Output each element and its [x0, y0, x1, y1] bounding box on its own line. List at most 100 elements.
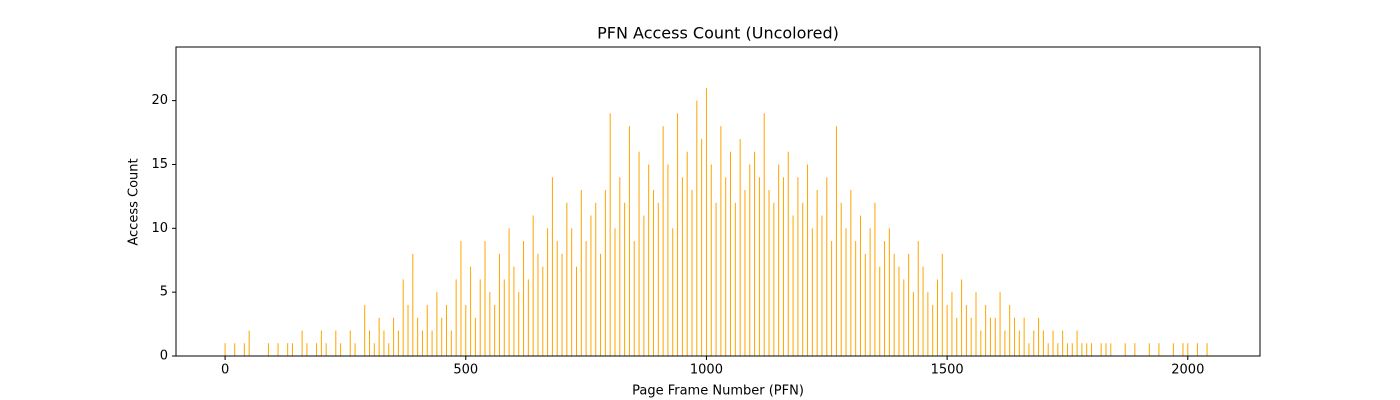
bar — [859, 215, 861, 356]
bar — [335, 330, 337, 356]
bar — [734, 202, 736, 356]
bar — [470, 266, 472, 356]
x-axis-label: Page Frame Number (PFN) — [632, 384, 804, 399]
bar — [248, 330, 250, 356]
bar — [898, 266, 900, 356]
bar — [816, 190, 818, 356]
bar — [980, 330, 982, 356]
bar — [657, 202, 659, 356]
bar — [821, 215, 823, 356]
bar — [1062, 330, 1064, 356]
bar — [845, 228, 847, 356]
bar — [364, 304, 366, 356]
bar — [1091, 343, 1093, 356]
bar — [965, 304, 967, 356]
bar — [802, 202, 804, 356]
bar — [705, 87, 707, 357]
bar — [961, 279, 963, 356]
bar — [479, 279, 481, 356]
bar — [1206, 343, 1208, 356]
y-tick-label: 5 — [160, 285, 168, 300]
bar — [768, 190, 770, 356]
bar — [542, 266, 544, 356]
bar — [994, 317, 996, 356]
x-tick-label: 2000 — [1171, 363, 1204, 378]
bar — [518, 292, 520, 356]
x-tick-label: 500 — [453, 363, 478, 378]
bar — [956, 317, 958, 356]
bar — [749, 164, 751, 356]
bar — [879, 266, 881, 356]
bar — [1052, 330, 1054, 356]
bar — [1187, 343, 1189, 356]
bar — [532, 215, 534, 356]
bar — [1033, 330, 1035, 356]
bar — [1100, 343, 1102, 356]
bar — [1066, 343, 1068, 356]
bar — [595, 202, 597, 356]
bar — [652, 190, 654, 356]
bar — [234, 343, 236, 356]
bar — [903, 279, 905, 356]
bar — [508, 228, 510, 356]
bar — [407, 304, 409, 356]
bar — [681, 177, 683, 356]
bar — [874, 202, 876, 356]
bar — [412, 253, 414, 356]
y-tick-label: 20 — [151, 93, 168, 108]
bar — [1134, 343, 1136, 356]
bar — [243, 343, 245, 356]
bar — [277, 343, 279, 356]
bar — [513, 266, 515, 356]
y-tick-label: 10 — [151, 221, 168, 236]
bar — [1158, 343, 1160, 356]
bar — [484, 241, 486, 356]
bar — [547, 228, 549, 356]
bar — [850, 190, 852, 356]
bar — [619, 177, 621, 356]
bar — [604, 190, 606, 356]
bar — [1086, 343, 1088, 356]
bar — [633, 241, 635, 356]
bar — [609, 113, 611, 356]
bar — [778, 164, 780, 356]
bar — [421, 330, 423, 356]
bar — [758, 177, 760, 356]
bar — [301, 330, 303, 356]
bar — [590, 215, 592, 356]
bar — [975, 292, 977, 356]
bar — [662, 126, 664, 357]
bar — [267, 343, 269, 356]
bar — [754, 151, 756, 356]
bar — [498, 253, 500, 356]
bar — [763, 113, 765, 356]
bar — [446, 304, 448, 356]
plot-frame — [175, 46, 1261, 357]
bar — [556, 241, 558, 356]
bar — [831, 241, 833, 356]
bar — [1047, 343, 1049, 356]
bar — [503, 279, 505, 356]
bar — [792, 215, 794, 356]
bar — [369, 330, 371, 356]
bar — [287, 343, 289, 356]
bar — [787, 151, 789, 356]
bar — [1009, 304, 1011, 356]
bar — [600, 253, 602, 356]
bar — [1081, 343, 1083, 356]
bar — [710, 164, 712, 356]
bar — [325, 343, 327, 356]
bar — [585, 241, 587, 356]
bar — [373, 343, 375, 356]
bar — [797, 177, 799, 356]
bar — [985, 304, 987, 356]
bar — [436, 292, 438, 356]
x-tick-label: 0 — [221, 363, 229, 378]
bar — [1004, 330, 1006, 356]
bar — [489, 292, 491, 356]
bar — [1042, 330, 1044, 356]
bar — [951, 292, 953, 356]
bar — [378, 317, 380, 356]
bar — [922, 266, 924, 356]
